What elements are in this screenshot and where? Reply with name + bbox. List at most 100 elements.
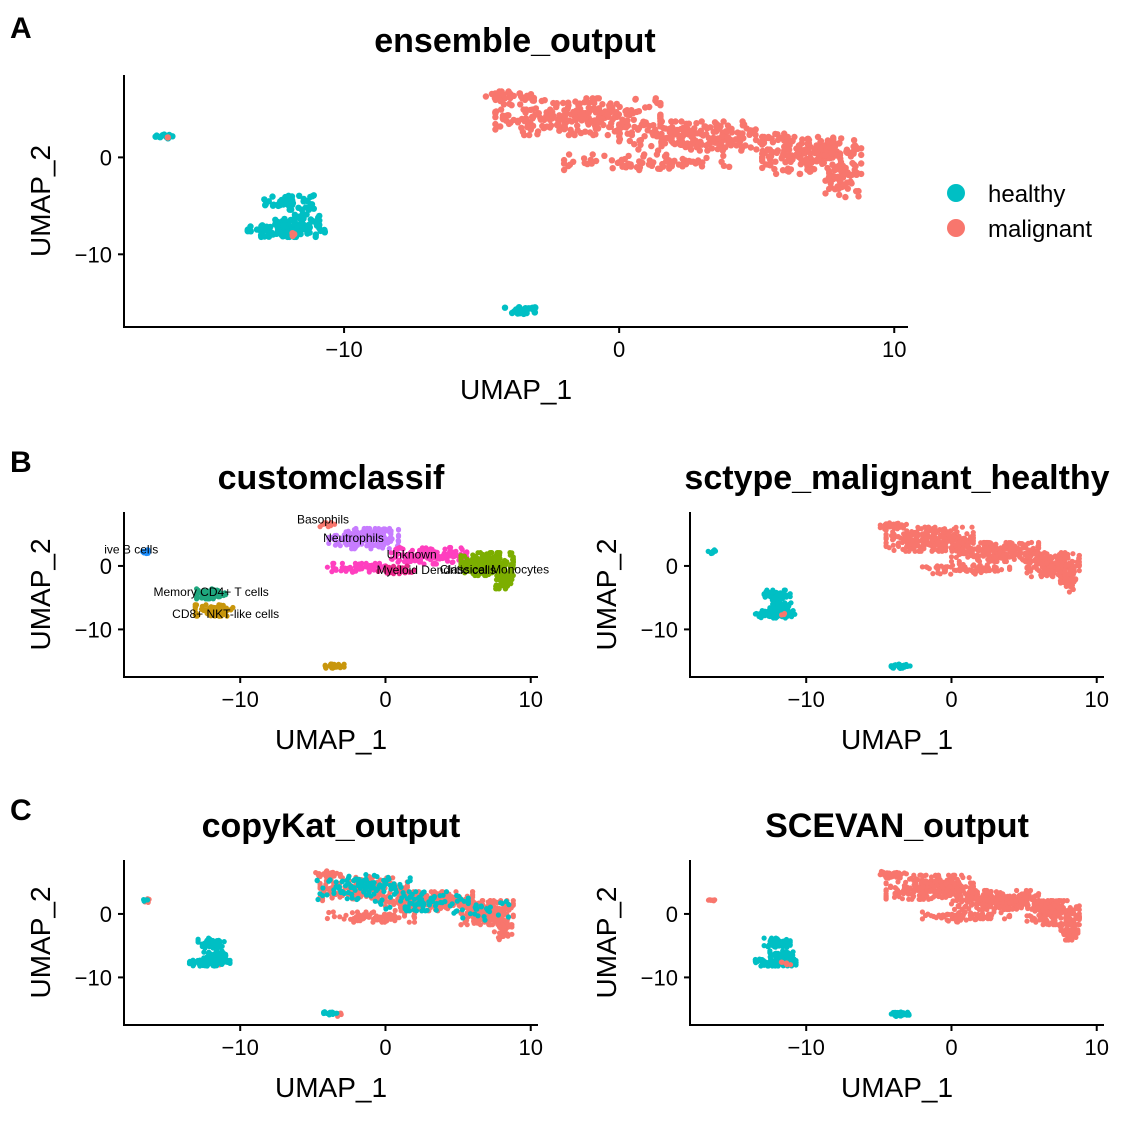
- point-neutrophils: [370, 537, 376, 543]
- point-malignant: [778, 134, 785, 141]
- point-malignant: [529, 97, 536, 104]
- point-malignant: [952, 542, 959, 548]
- point-classical-monocytes: [488, 550, 494, 556]
- point-malignant: [817, 137, 825, 145]
- y-tick-label: 0: [100, 902, 112, 927]
- point-malignant: [759, 133, 766, 141]
- point-malignant: [698, 118, 705, 125]
- point-malignant: [923, 535, 930, 541]
- point-malignant: [1035, 543, 1041, 550]
- point-malignant: [906, 896, 912, 902]
- point-malignant: [1016, 553, 1023, 559]
- point-malignant: [903, 548, 909, 554]
- point-malignant: [691, 125, 698, 132]
- cluster-label: CD8+ NKT-like cells: [172, 607, 279, 621]
- point-cd8-nkt-like-cells: [332, 664, 338, 670]
- point-malignant: [1011, 556, 1017, 563]
- point-unknown: [388, 556, 394, 562]
- point-cd8-nkt-like-cells: [193, 613, 199, 619]
- point-healthy: [262, 202, 269, 209]
- point-malignant: [583, 95, 590, 102]
- point-malignant: [636, 137, 643, 144]
- point-healthy: [772, 963, 778, 969]
- point-malignant: [591, 100, 598, 107]
- point-malignant: [509, 931, 515, 937]
- point-classical-monocytes: [461, 553, 467, 559]
- point-malignant: [899, 539, 906, 546]
- point-healthy: [453, 908, 459, 915]
- point-malignant: [498, 917, 504, 923]
- point-healthy: [363, 872, 369, 878]
- point-memory-cd4-t-cells: [203, 590, 209, 596]
- point-malignant: [963, 884, 969, 890]
- point-healthy: [315, 896, 321, 903]
- point-malignant: [710, 134, 717, 142]
- y-axis-title: UMAP_2: [25, 538, 56, 650]
- point-malignant: [806, 160, 814, 168]
- point-malignant: [699, 132, 707, 139]
- point-malignant: [1018, 541, 1024, 547]
- point-malignant: [1028, 574, 1034, 580]
- point-malignant: [618, 158, 625, 165]
- point-unknown: [379, 564, 385, 570]
- point-malignant: [908, 546, 914, 552]
- point-malignant: [842, 169, 849, 177]
- point-malignant: [772, 170, 780, 178]
- point-malignant: [641, 151, 648, 158]
- point-malignant: [561, 124, 569, 131]
- point-malignant: [883, 535, 889, 542]
- point-malignant: [1014, 887, 1020, 894]
- point-malignant: [935, 539, 941, 546]
- point-malignant: [1057, 574, 1063, 580]
- point-healthy: [363, 876, 369, 882]
- point-malignant: [663, 151, 670, 158]
- point-malignant: [1026, 560, 1032, 566]
- point-malignant: [828, 150, 836, 157]
- point-malignant: [556, 127, 563, 134]
- point-malignant: [771, 165, 778, 173]
- point-classical-monocytes: [471, 559, 477, 565]
- point-healthy: [300, 198, 307, 205]
- point-malignant: [887, 884, 894, 891]
- point-malignant: [337, 914, 343, 920]
- point-malignant: [592, 157, 600, 165]
- point-neutrophils: [355, 542, 361, 548]
- point-healthy: [352, 877, 358, 883]
- point-healthy: [472, 905, 479, 911]
- point-malignant: [164, 134, 171, 141]
- point-malignant: [606, 102, 613, 109]
- point-malignant: [762, 161, 770, 168]
- point-malignant: [1024, 553, 1030, 560]
- point-healthy: [227, 960, 233, 967]
- point-malignant: [600, 121, 607, 129]
- point-malignant: [477, 922, 483, 928]
- point-malignant: [814, 149, 821, 156]
- point-healthy: [306, 229, 313, 236]
- point-unknown: [442, 546, 448, 552]
- point-malignant: [901, 887, 907, 894]
- point-malignant: [956, 887, 962, 894]
- point-malignant: [933, 892, 940, 899]
- point-healthy: [187, 958, 193, 965]
- x-tick-label: −10: [222, 687, 259, 712]
- point-malignant: [883, 524, 889, 530]
- point-malignant: [835, 140, 843, 147]
- point-malignant: [948, 571, 954, 577]
- point-malignant: [592, 131, 599, 138]
- point-malignant: [564, 104, 572, 111]
- point-malignant: [507, 94, 514, 102]
- chart-title: SCEVAN_output: [765, 807, 1029, 845]
- point-healthy: [503, 898, 509, 905]
- point-healthy: [267, 223, 274, 231]
- point-unknown: [403, 553, 409, 559]
- point-neutrophils: [353, 535, 359, 541]
- point-malignant: [831, 173, 838, 180]
- point-malignant: [606, 123, 613, 131]
- cluster-label: Classical Monocytes: [440, 563, 549, 577]
- point-malignant: [559, 99, 567, 107]
- point-malignant: [944, 887, 951, 893]
- point-malignant: [317, 873, 323, 880]
- cluster-label: Memory CD4+ T cells: [154, 585, 269, 599]
- point-unknown: [412, 558, 418, 564]
- point-malignant: [646, 122, 653, 130]
